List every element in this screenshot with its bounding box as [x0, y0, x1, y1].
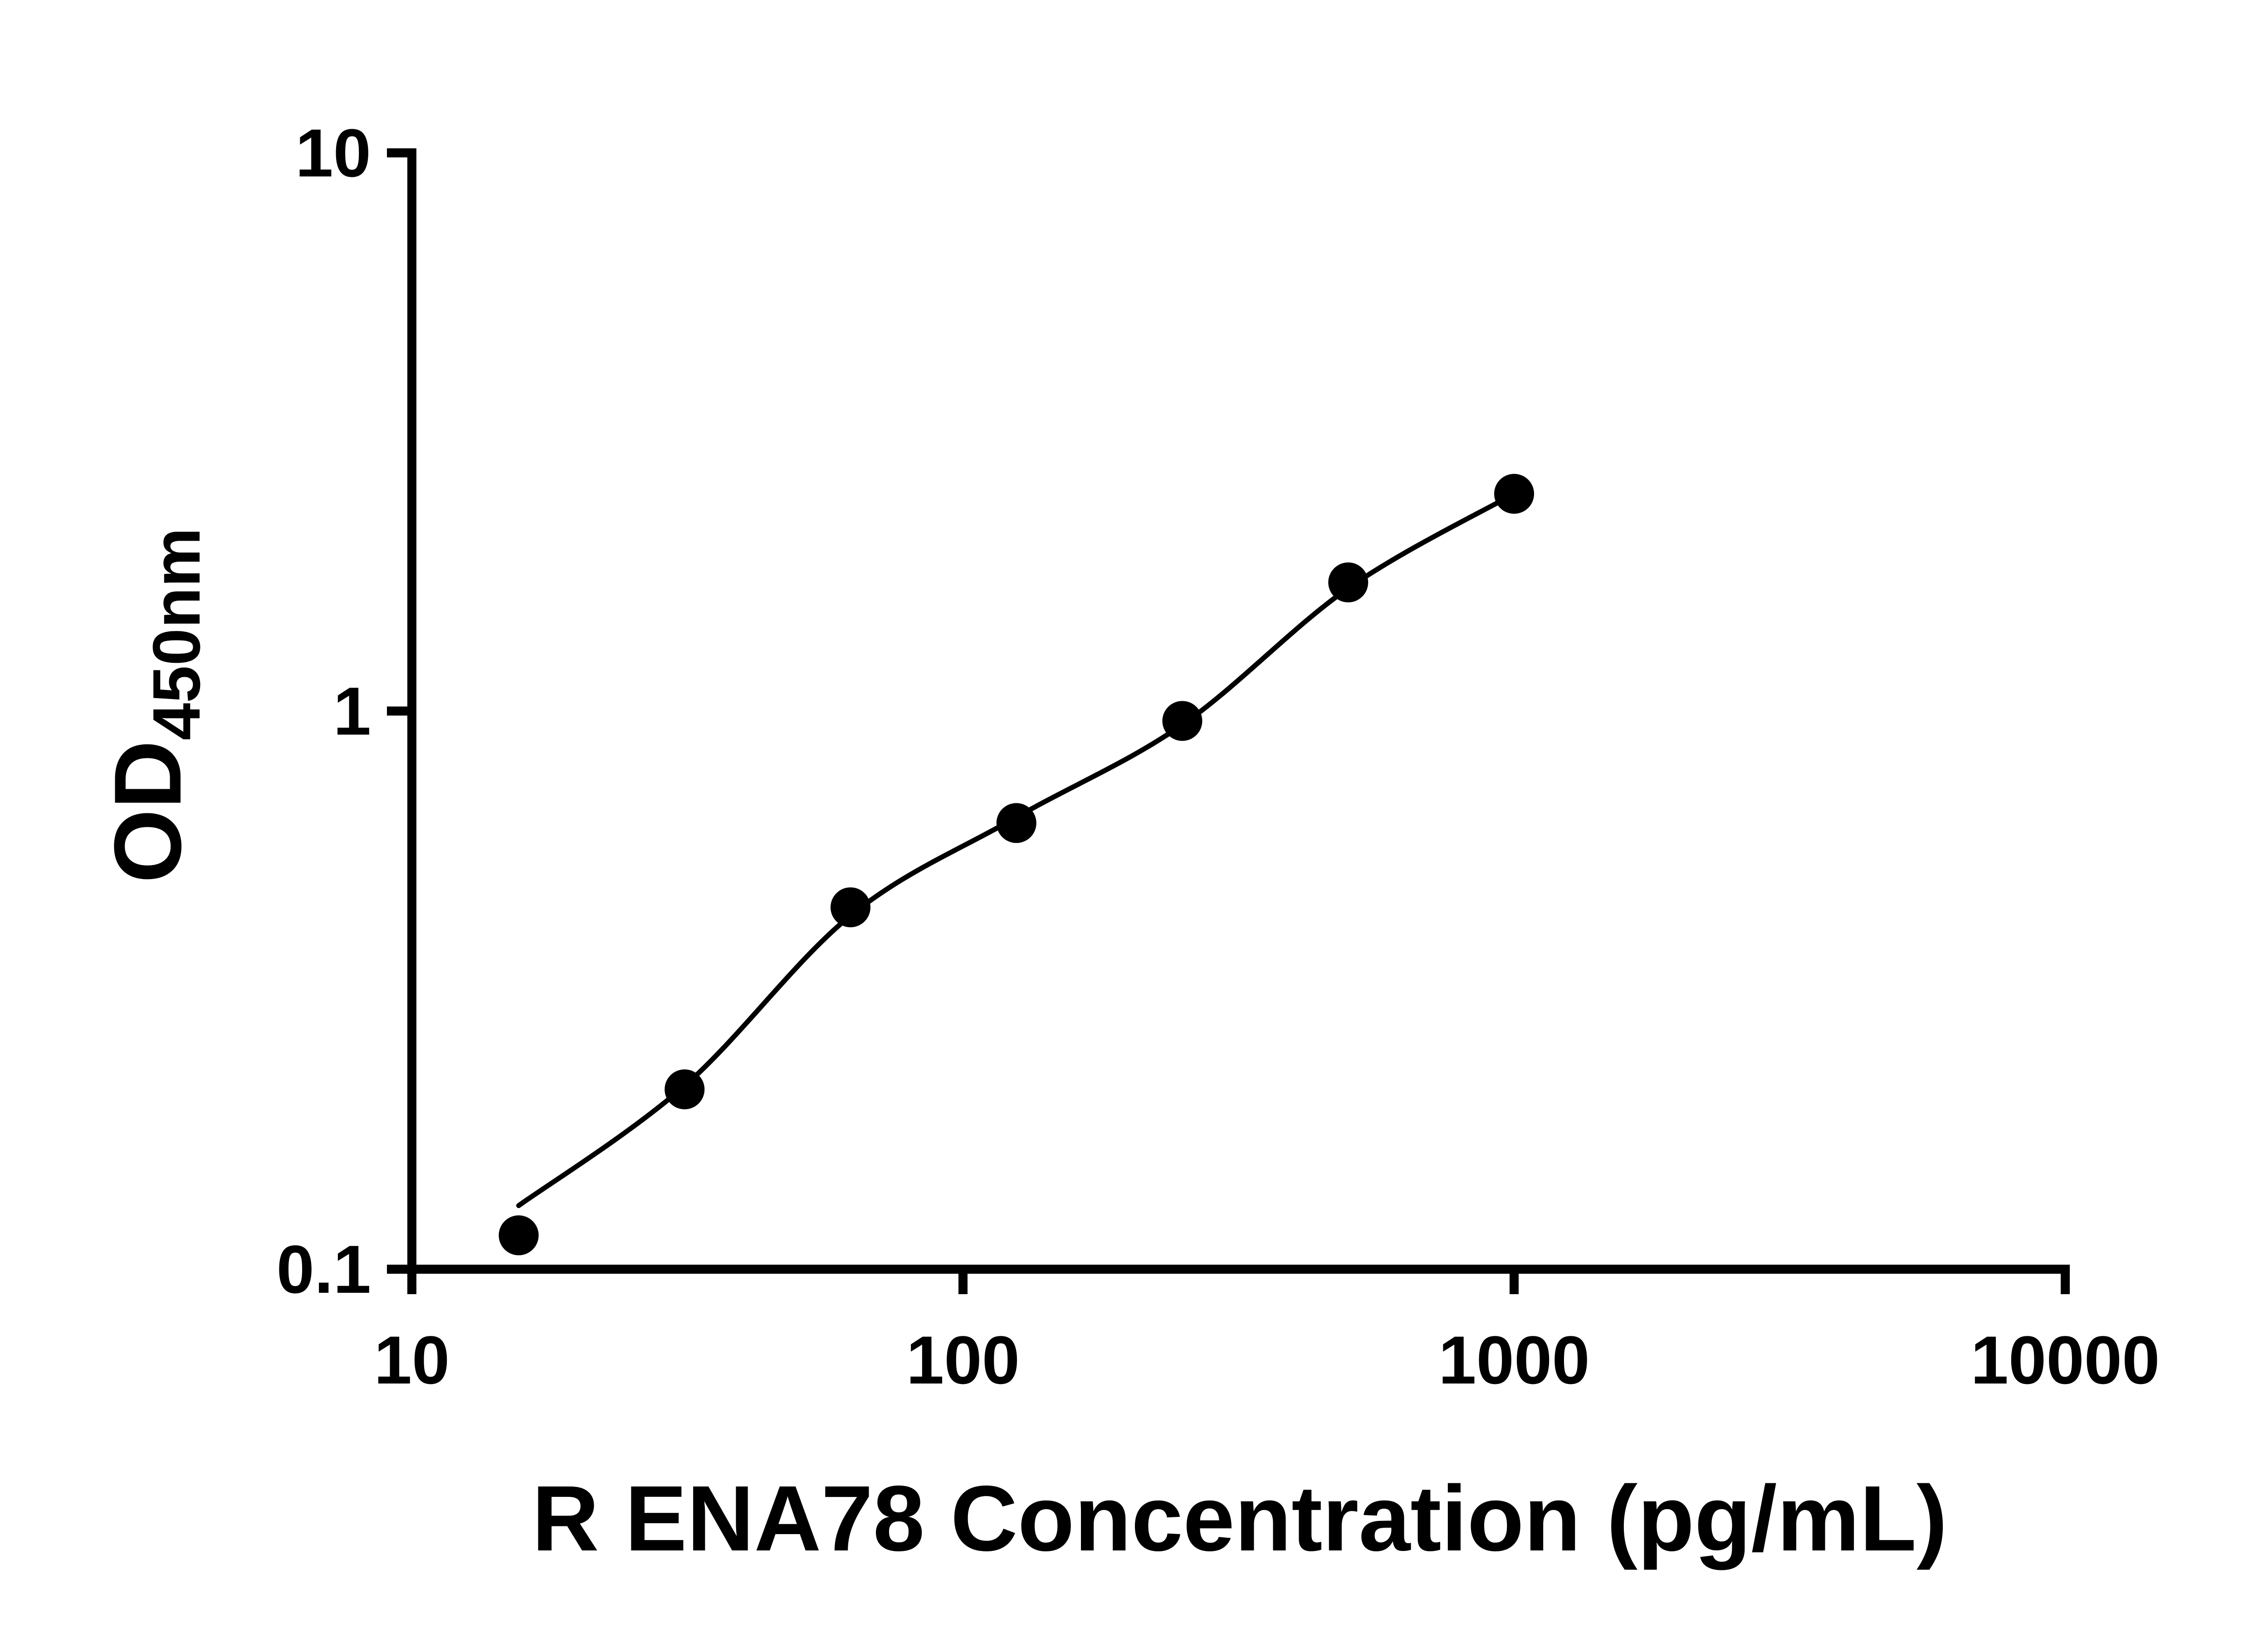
data-point-marker	[1494, 474, 1534, 514]
x-axis-tick-label: 10000	[1970, 1322, 2160, 1398]
data-point-marker	[830, 887, 870, 928]
x-axis-title: R ENA78 Concentration (pg/mL)	[532, 1467, 1948, 1570]
y-axis-tick-label: 10	[295, 115, 371, 191]
data-point-marker	[996, 803, 1036, 843]
data-point-marker	[499, 1215, 539, 1256]
x-axis-tick-label: 10	[374, 1322, 450, 1398]
x-axis-tick-label: 1000	[1438, 1322, 1590, 1398]
y-axis-tick-label: 1	[333, 673, 371, 749]
y-axis-title: OD450nm	[80, 252, 216, 1159]
y-axis-title-subscript: 450nm	[139, 528, 214, 740]
data-point-marker	[1162, 701, 1202, 741]
y-axis-title-text: OD	[94, 740, 201, 883]
axes	[407, 148, 2070, 1274]
data-point-marker	[665, 1069, 705, 1110]
x-axis-tick-label: 100	[906, 1322, 1020, 1398]
y-axis-tick-label: 0.1	[276, 1231, 371, 1307]
data-point-marker	[1328, 562, 1369, 602]
